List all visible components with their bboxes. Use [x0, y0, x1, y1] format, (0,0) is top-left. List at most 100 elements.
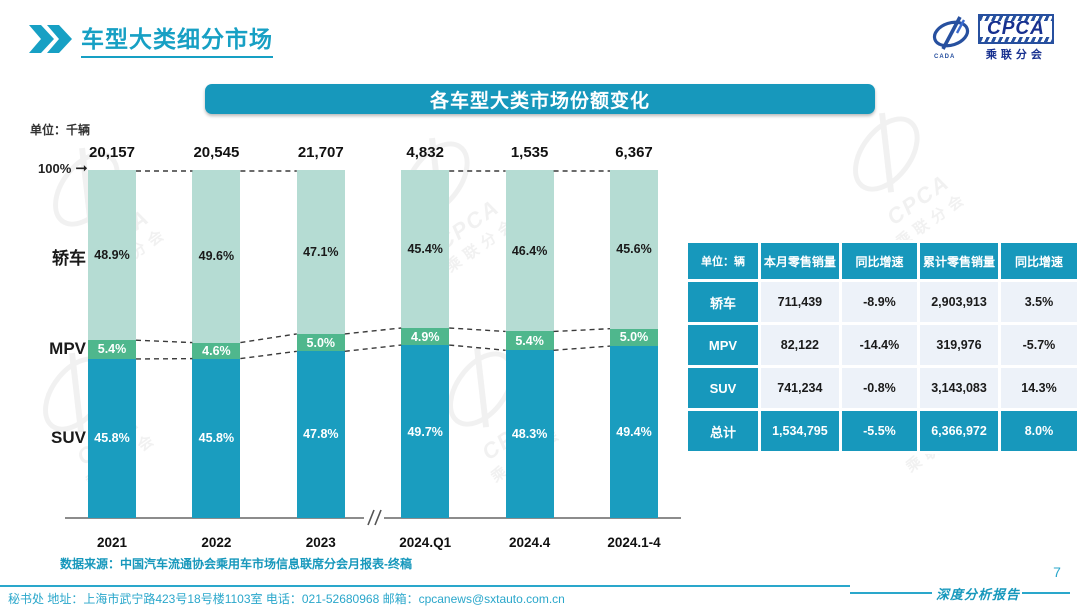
axis-break-icon	[364, 508, 384, 527]
segment-value: 45.8%	[198, 431, 235, 446]
segment-MPV: 5.4%	[505, 331, 554, 351]
bar-total: 21,707	[297, 144, 344, 161]
segment-value: 47.1%	[303, 244, 339, 259]
bar-total: 4,832	[406, 144, 444, 161]
x-axis-label: 2021	[96, 535, 128, 550]
bar-2022: 20,545 49.6% 4.6% 45.8% 2022	[192, 144, 241, 550]
segment-value: 45.4%	[407, 241, 443, 256]
table-cell: -5.5%	[841, 411, 918, 451]
table-column-header: 累计零售销量	[920, 243, 998, 279]
table-cell: -0.8%	[841, 368, 918, 408]
segment-SUV: 45.8%	[192, 358, 241, 518]
segment-MPV: 4.9%	[401, 327, 450, 346]
table-cell: 8.0%	[1000, 411, 1077, 451]
x-axis-label: 2023	[305, 535, 336, 550]
cpca-emblem-icon: CADA	[930, 14, 974, 60]
bar-2023: 21,707 47.1% 5.0% 47.8% 2023	[296, 144, 345, 550]
series-label-轿车: 轿车	[52, 249, 86, 269]
table-cell: 6,366,972	[920, 411, 998, 451]
bar-total: 20,157	[89, 144, 135, 161]
segment-value: 47.8%	[303, 427, 339, 442]
table-cell: -5.7%	[1000, 325, 1077, 365]
table-cell: 741,234	[760, 368, 839, 408]
table-cell: 82,122	[760, 325, 839, 365]
table-cell: 3,143,083	[920, 368, 998, 408]
bar-2024.4: 1,535 46.4% 5.4% 48.3% 2024.4	[505, 144, 554, 550]
segment-SUV: 45.8%	[88, 358, 136, 518]
sales-table: 单位：辆 本月零售销量 同比增速 累计零售销量 同比增速 轿车 711,439 -8.9% 2,…	[685, 240, 1080, 454]
table-column-header: 同比增速	[841, 243, 918, 279]
segment-value: 45.6%	[616, 242, 652, 257]
segment-MPV: 5.4%	[88, 340, 136, 359]
report-label-line-left	[850, 592, 932, 594]
cpca-subtext: 乘联分会	[985, 49, 1046, 61]
segment-MPV: 5.0%	[296, 333, 345, 352]
table-row-MPV: MPV 82,122 -14.4% 319,976 -5.7%	[688, 325, 1077, 365]
segment-value: 46.4%	[511, 243, 548, 258]
data-source-note: 数据来源：中国汽车流通协会乘用车市场信息联席分会月报表-终稿	[60, 557, 412, 571]
row-label: 轿车	[688, 282, 758, 322]
emblem-subtext: CADA	[934, 54, 956, 60]
x-axis-label: 2022	[201, 535, 232, 550]
segment-value: 5.4%	[515, 333, 544, 348]
table-cell: -8.9%	[841, 282, 918, 322]
x-axis-label: 2024.Q1	[399, 535, 452, 550]
segment-轿车: 49.6%	[192, 170, 241, 343]
segment-value: 45.8%	[94, 431, 130, 446]
stacked-bar-chart: 20,157 48.9% 5.4% 45.8% 2021 20,545 49.6% 4.6% 4…	[65, 144, 681, 550]
segment-value: 48.9%	[94, 248, 130, 262]
double-chevron-icon	[29, 25, 72, 53]
table-row-总计: 总计 1,534,795 -5.5% 6,366,972 8.0%	[688, 411, 1077, 451]
bar-stack: 49.6% 4.6% 45.8%	[192, 170, 241, 518]
table-column-header: 本月零售销量	[760, 243, 839, 279]
table-cell: 2,903,913	[920, 282, 998, 322]
chart-title: 各车型大类市场份额变化	[429, 90, 650, 112]
bar-2024.Q1: 4,832 45.4% 4.9% 49.7% 2024.Q1	[399, 144, 451, 550]
segment-value: 4.9%	[410, 329, 440, 344]
series-label-MPV: MPV	[49, 338, 86, 358]
stripe-decoration	[980, 16, 1052, 21]
table-cell: -14.4%	[841, 325, 918, 365]
table-cell: 711,439	[760, 282, 839, 322]
segment-value: 4.6%	[202, 343, 231, 358]
cpca-wordmark: CPCA 乘联分会	[978, 14, 1054, 62]
x-axis-label: 2024.4	[508, 535, 551, 550]
table-cell: 319,976	[920, 325, 998, 365]
bar-2024.1-4: 6,367 45.6% 5.0% 49.4% 2024.1-4	[607, 144, 660, 550]
segment-轿车: 45.6%	[610, 170, 658, 329]
report-label: 深度分析报告	[936, 587, 1021, 602]
segment-轿车: 47.1%	[296, 170, 345, 334]
report-label-line-right	[1022, 592, 1070, 594]
bar-stack: 48.9% 5.4% 45.8%	[88, 170, 136, 518]
cpca-box: CPCA	[978, 14, 1054, 44]
segment-value: 49.4%	[616, 425, 652, 440]
footer-contact: 秘书处 地址：上海市武宁路423号18号楼1103室 电话：021-526809…	[8, 592, 565, 606]
x-axis-label: 2024.1-4	[607, 535, 661, 550]
segment-轿车: 45.4%	[401, 170, 450, 328]
bar-2021: 20,157 48.9% 5.4% 45.8% 2021	[88, 144, 136, 550]
bar-stack: 45.6% 5.0% 49.4%	[610, 170, 658, 518]
bar-total: 20,545	[193, 144, 240, 161]
segment-value: 5.0%	[306, 335, 336, 350]
cpca-logo: CADA CPCA 乘联分会	[930, 14, 1070, 62]
stripe-decoration	[980, 37, 1052, 42]
bar-stack: 45.4% 4.9% 49.7%	[401, 170, 450, 518]
segment-MPV: 4.6%	[192, 342, 241, 359]
table-row-轿车: 轿车 711,439 -8.9% 2,903,913 3.5%	[688, 282, 1077, 322]
segment-value: 49.7%	[407, 424, 443, 439]
segment-轿车: 46.4%	[505, 170, 554, 332]
segment-SUV: 48.3%	[505, 350, 554, 518]
bar-stack: 46.4% 5.4% 48.3%	[505, 170, 554, 518]
table-cell: 1,534,795	[760, 411, 839, 451]
row-label: 总计	[688, 411, 758, 451]
segment-value: 48.3%	[511, 427, 548, 442]
segment-value: 5.0%	[619, 330, 649, 345]
bar-stack: 47.1% 5.0% 47.8%	[296, 170, 345, 518]
segment-value: 5.4%	[97, 342, 127, 357]
series-side-labels: 轿车 MPV SUV	[28, 170, 86, 518]
segment-MPV: 5.0%	[610, 328, 658, 347]
segment-SUV: 49.4%	[610, 346, 658, 518]
segment-SUV: 49.7%	[401, 345, 450, 518]
page-header: 车型大类细分市场	[28, 20, 273, 58]
